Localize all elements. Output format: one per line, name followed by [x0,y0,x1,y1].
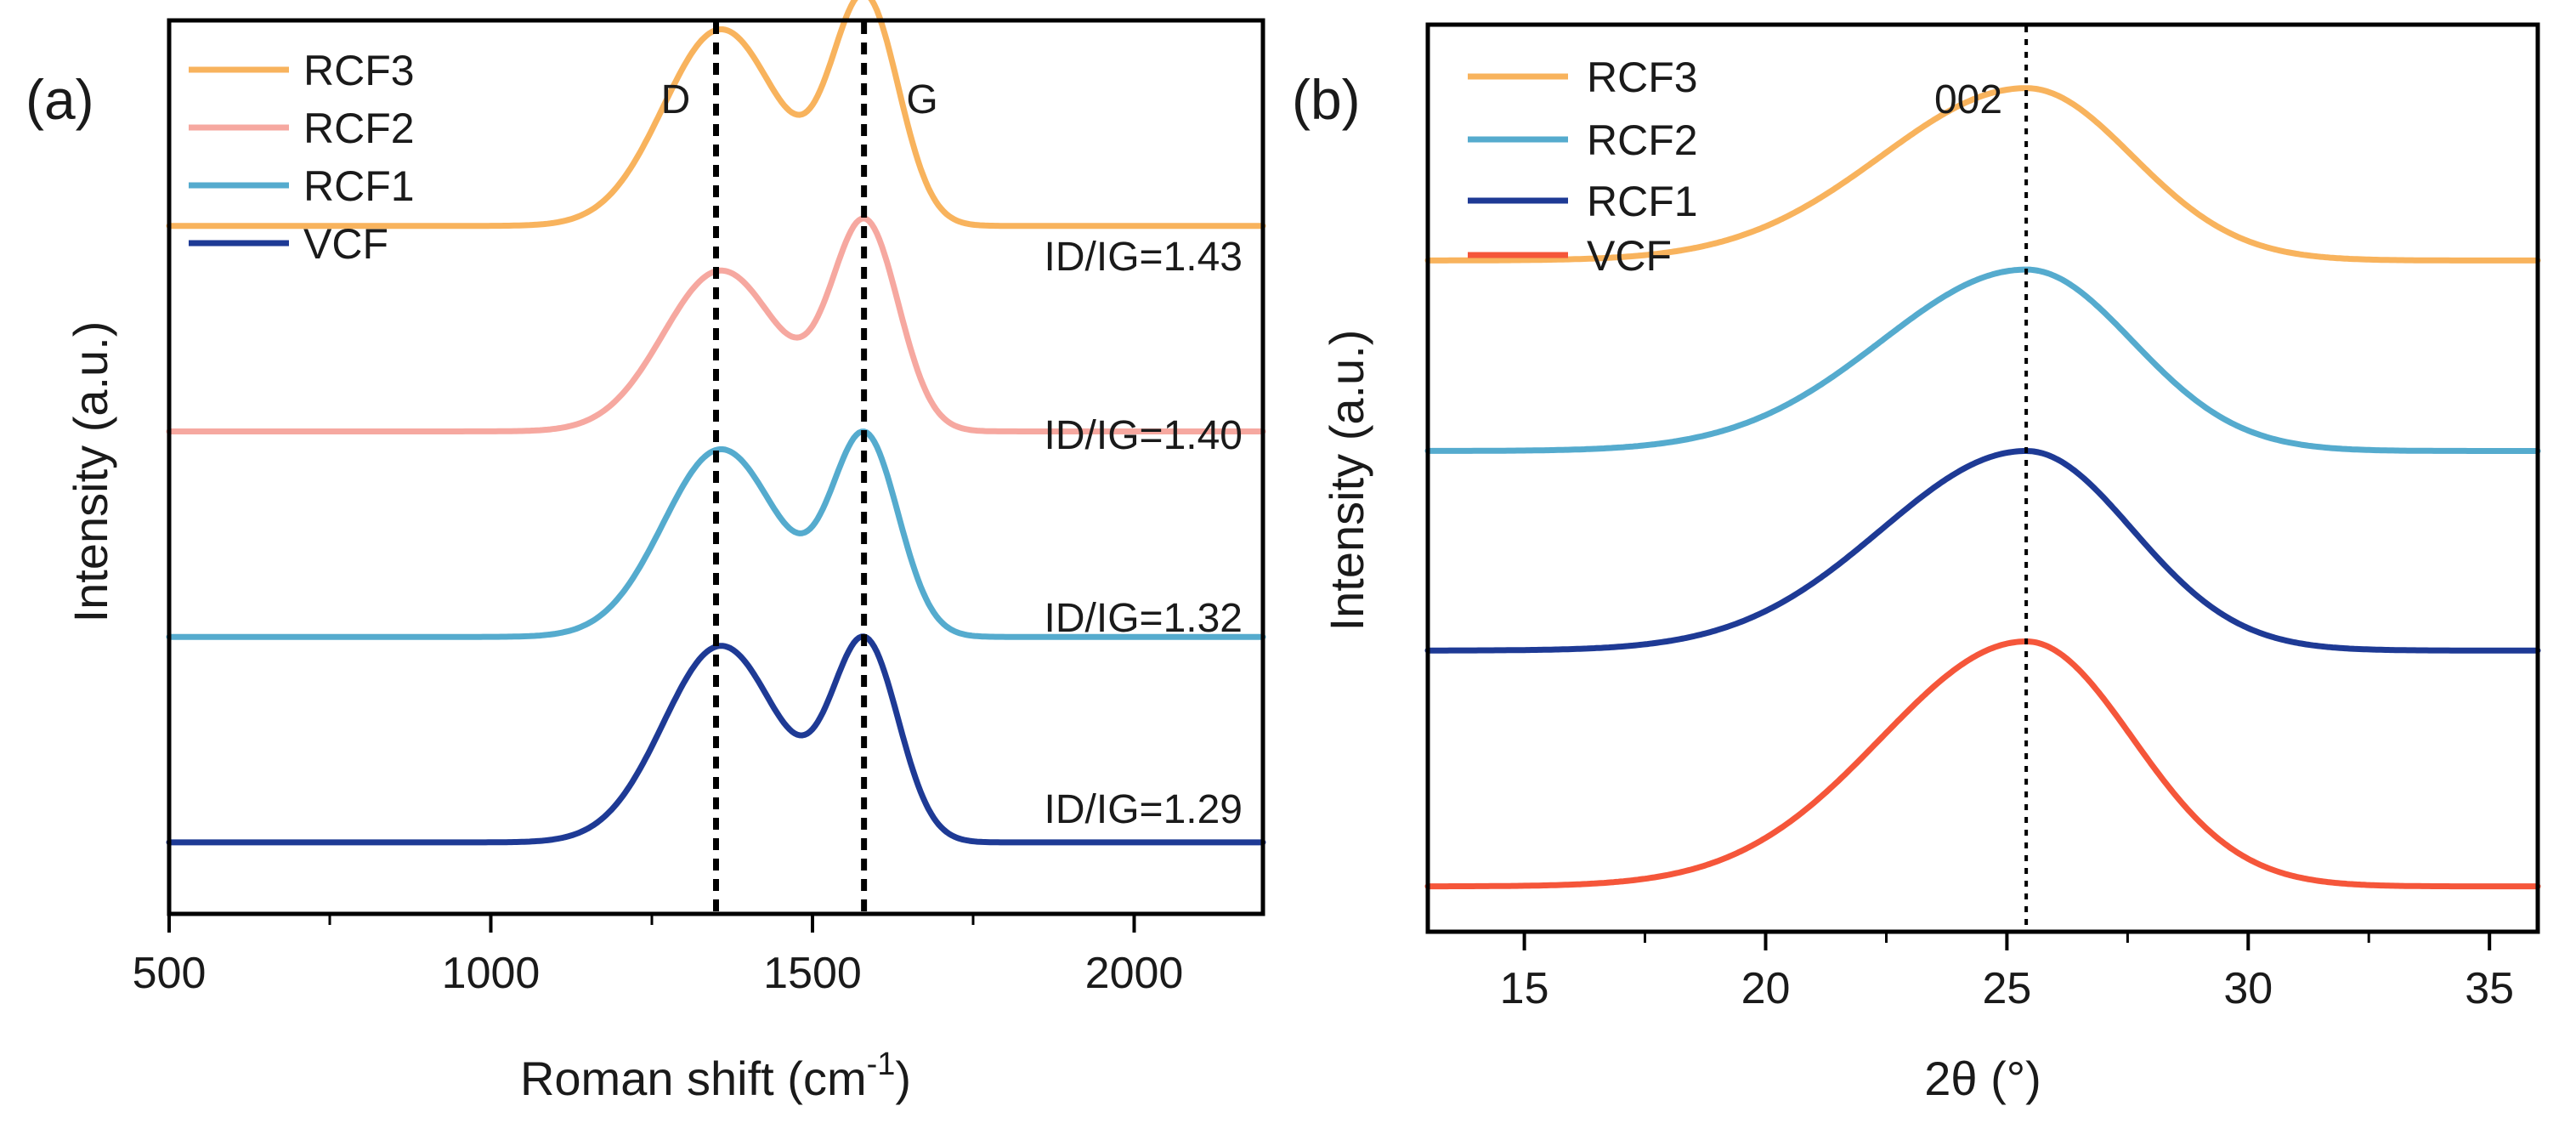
panel-b-label: (b) [1292,68,1361,131]
panel-a-x-tick-label-2000: 2000 [1085,949,1184,998]
panel-b-legend: RCF3 RCF2 RCF1 VCF [1468,54,1698,280]
panel-b-x-axis: 15 20 25 30 35 2θ (°) [1500,932,2514,1105]
panel-b-series-vcf [1424,638,2541,890]
panel-b-legend-label-rcf3: RCF3 [1587,54,1698,101]
panel-b-x-tick-label-20: 20 [1741,964,1791,1013]
panel-a-ref-label-g: G [906,77,937,122]
panel-b-x-tick-label-15: 15 [1500,964,1549,1013]
panel-a-x-title-main: Roman shift (cm [520,1052,867,1105]
panel-a-x-axis: 500 1000 1500 2000 Roman shift (cm-1) [133,914,1184,1105]
panel-a-x-axis-title: Roman shift (cm-1) [520,1046,911,1105]
panel-b-legend-label-rcf2: RCF2 [1587,116,1698,164]
panel-a-x-tick-label-1000: 1000 [442,949,541,998]
panel-a-legend: RCF3 RCF2 RCF1 VCF [189,47,415,268]
panel-b-x-axis-title: 2θ (°) [1924,1052,2041,1105]
panel-b-x-tick-label-25: 25 [1982,964,2031,1013]
panel-a-legend-label-rcf2: RCF2 [303,105,415,152]
panel-a-ratio-label-rcf2: ID/IG=1.40 [1045,413,1243,458]
panel-a-raman: (a) D G ID/IG=1.43 ID/IG=1.40 ID/IG=1.32… [25,0,1266,1105]
panel-b-series-rcf2 [1424,266,2541,454]
panel-a-legend-label-rcf3: RCF3 [303,47,415,94]
panel-b-series-rcf3 [1424,85,2541,264]
panel-a-ratio-label-rcf1: ID/IG=1.32 [1045,596,1243,641]
panel-a-y-axis-title: Intensity (a.u.) [64,321,117,623]
panel-b-x-tick-label-30: 30 [2223,964,2273,1013]
panel-b-xrd: (b) 002 RCF3 RCF2 RCF1 VCF 15 20 [1292,22,2541,1105]
panel-a-series-rcf1 [166,428,1266,640]
panel-a-plot-frame [167,18,1265,916]
panel-b-series-rcf1 [1424,448,2541,654]
panel-b-ref-label-002: 002 [1934,77,2002,122]
panel-b-plot-frame [1425,22,2540,934]
panel-b-legend-label-vcf: VCF [1587,232,1672,280]
panel-a-ratio-label-vcf: ID/IG=1.29 [1045,787,1243,832]
panel-a-x-tick-label-1500: 1500 [763,949,862,998]
panel-a-reference-lines [713,22,868,912]
panel-a-legend-label-vcf: VCF [303,220,388,268]
panel-a-legend-label-rcf1: RCF1 [303,162,415,210]
panel-b-x-tick-label-35: 35 [2465,964,2514,1013]
panel-a-x-title-suffix: ) [895,1052,911,1105]
panel-a-series-vcf [166,633,1266,846]
panel-a-ref-label-d: D [661,77,691,122]
panel-b-y-axis-title: Intensity (a.u.) [1320,330,1373,632]
panel-b-legend-label-rcf1: RCF1 [1587,178,1698,225]
panel-a-ratio-label-rcf3: ID/IG=1.43 [1045,235,1243,280]
panel-a-x-title-superscript: -1 [867,1046,896,1082]
panel-b-series-lines [1424,85,2541,890]
panel-a-x-tick-label-500: 500 [133,949,207,998]
panel-a-label: (a) [25,68,94,131]
